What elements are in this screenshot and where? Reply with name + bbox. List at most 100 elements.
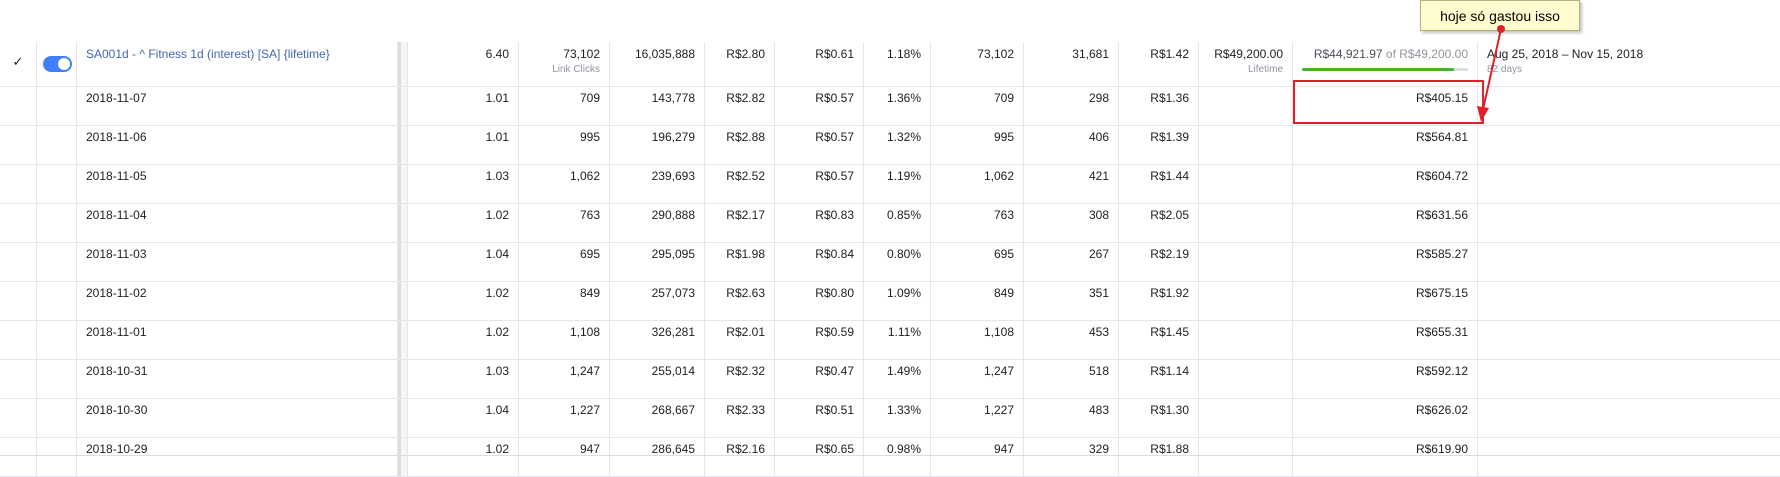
ctr-value: 1.18% bbox=[886, 47, 921, 61]
cpc-value: R$2.16 bbox=[726, 442, 765, 456]
ctr-cell: 1.18% bbox=[864, 42, 931, 86]
results-value: 849 bbox=[579, 286, 600, 300]
date-cell: 2018-10-29 bbox=[77, 438, 398, 476]
table-row: 2018-11-04 1.02 763 290,888 R$2.17 R$0.83 0.85… bbox=[0, 204, 1780, 243]
column-resize-handle[interactable] bbox=[398, 282, 408, 320]
status-cell bbox=[37, 282, 77, 320]
clicks-value: 947 bbox=[993, 442, 1014, 456]
ctr-value: 1.49% bbox=[886, 364, 921, 378]
cpm-value: R$0.57 bbox=[815, 169, 854, 183]
impressions-cell: 239,693 bbox=[610, 165, 705, 203]
cpm-cell: R$0.61 bbox=[775, 42, 864, 86]
cpm-value: R$0.47 bbox=[815, 364, 854, 378]
empty-cell bbox=[1478, 399, 1780, 437]
campaign-row[interactable]: ✓ SA001d - ^ Fitness 1d (interest) [SA] … bbox=[0, 42, 1780, 87]
results-cell: 763 bbox=[519, 204, 610, 242]
cpm-value: R$0.61 bbox=[815, 47, 854, 61]
column-resize-handle[interactable] bbox=[398, 243, 408, 281]
cost-unique-value: R$1.44 bbox=[1150, 169, 1189, 183]
cost-unique-cell: R$1.92 bbox=[1119, 282, 1199, 320]
empty-cell bbox=[1199, 399, 1293, 437]
unique-value: 351 bbox=[1088, 286, 1109, 300]
clicks-cell: 73,102 bbox=[931, 42, 1024, 86]
spent-cell: R$619.90 bbox=[1293, 438, 1478, 476]
column-resize-handle[interactable] bbox=[398, 165, 408, 203]
impressions-cell: 16,035,888 bbox=[610, 42, 705, 86]
impressions-value: 268,667 bbox=[651, 403, 695, 417]
cpc-cell: R$2.17 bbox=[705, 204, 775, 242]
clicks-cell: 947 bbox=[931, 438, 1024, 476]
unique-cell: 421 bbox=[1024, 165, 1119, 203]
clicks-cell: 1,108 bbox=[931, 321, 1024, 359]
schedule-range: Aug 25, 2018 – Nov 15, 2018 bbox=[1487, 47, 1644, 61]
row-date: 2018-11-07 bbox=[86, 91, 147, 105]
row-select-cell bbox=[0, 204, 37, 242]
column-resize-handle[interactable] bbox=[398, 438, 408, 476]
frequency-value: 1.02 bbox=[485, 442, 509, 456]
table-row: 2018-11-01 1.02 1,108 326,281 R$2.01 R$0.59 1.… bbox=[0, 321, 1780, 360]
spent-value: R$655.31 bbox=[1415, 325, 1468, 339]
budget-value[interactable]: R$49,200.00 bbox=[1214, 47, 1283, 61]
ctr-value: 0.85% bbox=[886, 208, 921, 222]
column-resize-handle[interactable] bbox=[398, 321, 408, 359]
results-value: 995 bbox=[579, 130, 600, 144]
column-resize-handle[interactable] bbox=[398, 87, 408, 125]
status-toggle-cell[interactable] bbox=[37, 42, 77, 86]
spent-cell: R$655.31 bbox=[1293, 321, 1478, 359]
frequency-cell: 1.02 bbox=[408, 204, 519, 242]
column-resize-handle[interactable] bbox=[398, 399, 408, 437]
table-row: 2018-11-06 1.01 995 196,279 R$2.88 R$0.57 1.32… bbox=[0, 126, 1780, 165]
table-row: 2018-11-07 1.01 709 143,778 R$2.82 R$0.57 1.36… bbox=[0, 87, 1780, 126]
results-cell: 849 bbox=[519, 282, 610, 320]
row-select-cell bbox=[0, 321, 37, 359]
cpm-cell: R$0.59 bbox=[775, 321, 864, 359]
row-select-cell[interactable]: ✓ bbox=[0, 42, 37, 86]
unique-value: 453 bbox=[1088, 325, 1109, 339]
status-toggle[interactable] bbox=[43, 56, 72, 72]
ctr-value: 1.11% bbox=[887, 325, 921, 339]
cost-per-unique-value: R$1.42 bbox=[1150, 47, 1189, 61]
spent-cell: R$564.81 bbox=[1293, 126, 1478, 164]
results-value: 947 bbox=[579, 442, 600, 456]
table-row: 2018-10-30 1.04 1,227 268,667 R$2.33 R$0.51 1.… bbox=[0, 399, 1780, 438]
unique-value: 298 bbox=[1088, 91, 1109, 105]
results-value: 73,102 bbox=[563, 47, 600, 61]
cpm-cell: R$0.47 bbox=[775, 360, 864, 398]
campaign-name-cell[interactable]: SA001d - ^ Fitness 1d (interest) [SA] {l… bbox=[77, 42, 398, 86]
ctr-value: 1.33% bbox=[886, 403, 921, 417]
unique-cell: 308 bbox=[1024, 204, 1119, 242]
cpm-cell: R$0.65 bbox=[775, 438, 864, 476]
check-icon[interactable]: ✓ bbox=[12, 54, 24, 69]
date-cell: 2018-11-07 bbox=[77, 87, 398, 125]
impressions-value: 196,279 bbox=[651, 130, 695, 144]
column-resize-handle[interactable] bbox=[398, 360, 408, 398]
status-cell bbox=[37, 360, 77, 398]
frequency-value: 1.02 bbox=[485, 286, 509, 300]
unique-value: 421 bbox=[1088, 169, 1109, 183]
ctr-cell: 1.36% bbox=[864, 87, 931, 125]
campaign-name-link[interactable]: SA001d - ^ Fitness 1d (interest) [SA] {l… bbox=[86, 47, 330, 61]
cpc-cell: R$2.52 bbox=[705, 165, 775, 203]
empty-cell bbox=[1478, 282, 1780, 320]
status-cell bbox=[37, 243, 77, 281]
empty-cell bbox=[1199, 126, 1293, 164]
budget-cell[interactable]: R$49,200.00 Lifetime bbox=[1199, 42, 1293, 86]
cpc-value: R$2.63 bbox=[726, 286, 765, 300]
amount-spent-value: R$44,921.97 bbox=[1313, 47, 1383, 61]
cpc-value: R$2.01 bbox=[726, 325, 765, 339]
column-resize-handle[interactable] bbox=[398, 126, 408, 164]
cost-unique-value: R$1.39 bbox=[1150, 130, 1189, 144]
column-resize-handle[interactable] bbox=[398, 42, 408, 86]
frequency-cell: 6.40 bbox=[408, 42, 519, 86]
date-cell: 2018-11-06 bbox=[77, 126, 398, 164]
empty-cell bbox=[1478, 438, 1780, 476]
unique-cell: 406 bbox=[1024, 126, 1119, 164]
unique-value: 518 bbox=[1088, 364, 1109, 378]
date-cell: 2018-10-30 bbox=[77, 399, 398, 437]
spent-value: R$604.72 bbox=[1415, 169, 1468, 183]
cost-unique-cell: R$1.44 bbox=[1119, 165, 1199, 203]
impressions-cell: 290,888 bbox=[610, 204, 705, 242]
clicks-value: 995 bbox=[993, 130, 1014, 144]
cpm-value: R$0.80 bbox=[815, 286, 854, 300]
column-resize-handle[interactable] bbox=[398, 204, 408, 242]
